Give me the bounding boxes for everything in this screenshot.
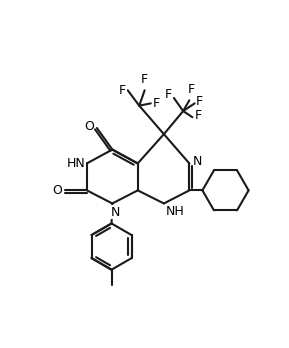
Text: F: F: [119, 84, 126, 97]
Text: N: N: [111, 206, 120, 219]
Text: O: O: [84, 120, 94, 133]
Text: F: F: [187, 83, 194, 96]
Text: N: N: [193, 155, 203, 168]
Text: HN: HN: [66, 157, 85, 170]
Text: NH: NH: [165, 205, 184, 218]
Text: F: F: [152, 97, 160, 110]
Text: F: F: [165, 88, 172, 101]
Text: F: F: [141, 73, 148, 86]
Text: O: O: [52, 184, 62, 197]
Text: F: F: [195, 109, 202, 122]
Text: F: F: [196, 95, 203, 108]
